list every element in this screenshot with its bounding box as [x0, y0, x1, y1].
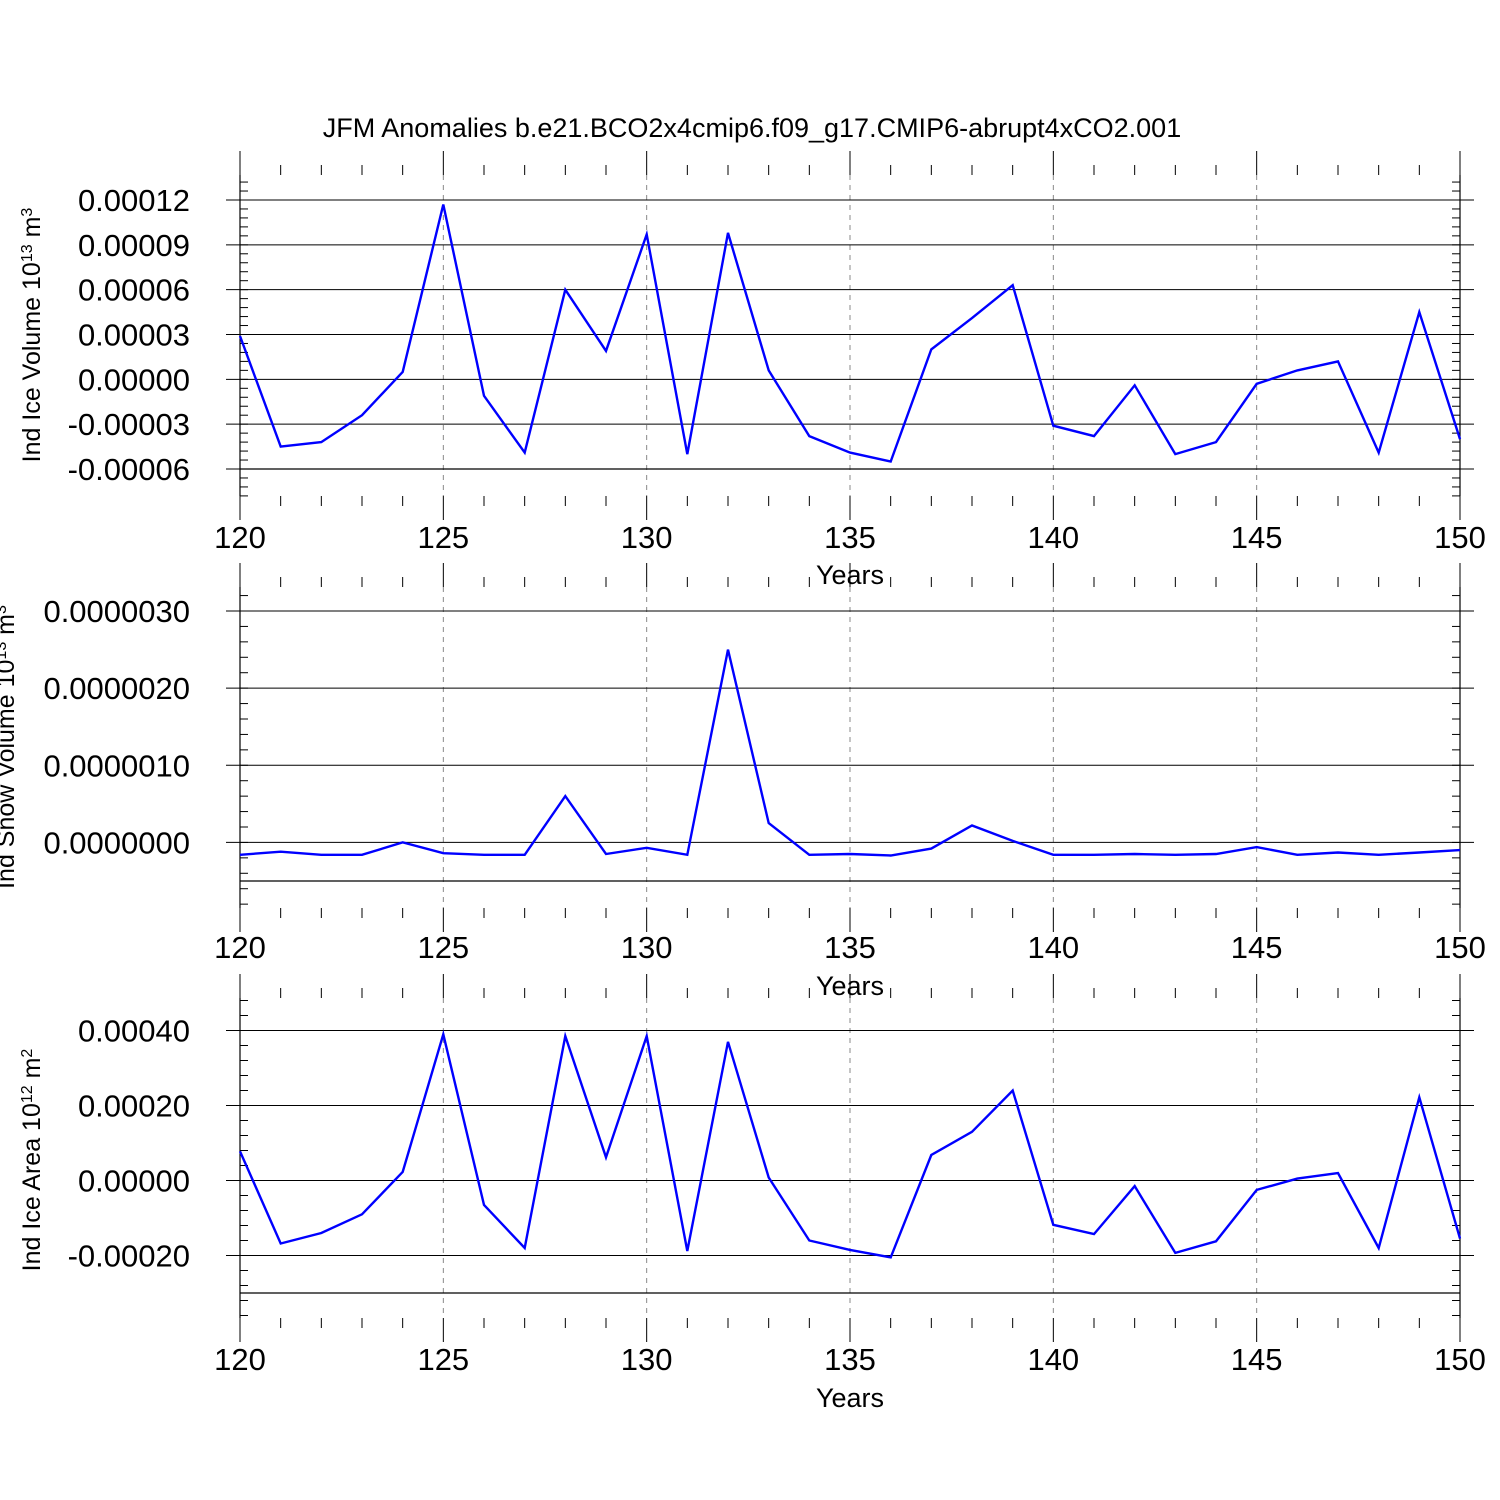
- y-tick-label: 0.00006: [78, 273, 190, 308]
- panel-2: 0.0000030 0.0000020 0.0000010 0.0000000 120 1…: [0, 563, 1486, 1001]
- y-axis-label-superscript: 3: [0, 605, 10, 614]
- x-tick-label: 140: [1027, 930, 1079, 965]
- x-axis-label: Years: [816, 1383, 884, 1413]
- x-tick-label: 125: [417, 1342, 469, 1377]
- series-line: [239, 649, 1461, 857]
- y-axis-label-text: Ind Snow Volume 10: [0, 660, 20, 889]
- panel-3: 0.00040 0.00020 0.00000 -0.00020 120 125 130 13…: [18, 974, 1486, 1413]
- x-tick-label: 140: [1027, 520, 1079, 555]
- x-tick-label: 135: [824, 520, 876, 555]
- y-tick-label: -0.00003: [68, 407, 190, 442]
- y-tick-label: 0.0000020: [43, 671, 190, 706]
- x-tick-label: 130: [621, 1342, 673, 1377]
- x-tick-label: 150: [1434, 1342, 1486, 1377]
- x-tick-label: 135: [824, 930, 876, 965]
- x-tick-label: 130: [621, 520, 673, 555]
- x-tick-label: 120: [214, 930, 266, 965]
- y-tick-label: 0.00009: [78, 228, 190, 263]
- y-tick-label: -0.00006: [68, 452, 190, 487]
- y-tick-label: 0.00020: [78, 1089, 190, 1124]
- y-tick-label: 0.00040: [78, 1014, 190, 1049]
- y-axis-label: Ind Snow Volume 1013 m3: [0, 605, 20, 889]
- y-axis-label-superscript: 13: [19, 244, 36, 262]
- x-tick-label: 120: [214, 520, 266, 555]
- x-tick-label: 145: [1231, 520, 1283, 555]
- y-axis-label-superscript: 12: [19, 1085, 36, 1103]
- y-tick-label: 0.00003: [78, 317, 190, 352]
- y-tick-label: 0.00000: [78, 1164, 190, 1199]
- y-axis-label-superscript: 13: [0, 642, 10, 660]
- series-line: [238, 1029, 1462, 1259]
- x-tick-label: 125: [417, 520, 469, 555]
- x-tick-label: 120: [214, 1342, 266, 1377]
- x-tick-label: 150: [1434, 520, 1486, 555]
- x-tick-label: 135: [824, 1342, 876, 1377]
- panel-1: 0.00012 0.00009 0.00006 0.00003 0.00000 -0.00…: [18, 151, 1486, 590]
- x-tick-label: 145: [1231, 1342, 1283, 1377]
- y-axis-label-text: Ind Ice Volume 10: [18, 262, 46, 462]
- y-tick-label: 0.00012: [78, 183, 190, 218]
- y-axis-label-text: Ind Ice Area 10: [18, 1103, 46, 1271]
- y-axis-label: Ind Ice Area 1012 m2: [18, 1049, 46, 1272]
- y-axis-label-text: m: [18, 217, 46, 245]
- figure-title: JFM Anomalies b.e21.BCO2x4cmip6.f09_g17.…: [323, 113, 1181, 143]
- y-tick-label: 0.0000000: [43, 825, 190, 860]
- y-tick-label: 0.00000: [78, 362, 190, 397]
- y-axis-label-text: m: [0, 614, 20, 642]
- y-tick-label: -0.00020: [68, 1239, 190, 1274]
- y-axis-label-superscript: 3: [19, 208, 36, 217]
- series-line: [238, 204, 1462, 463]
- x-tick-label: 145: [1231, 930, 1283, 965]
- y-axis-label-superscript: 2: [19, 1049, 36, 1058]
- x-tick-label: 130: [621, 930, 673, 965]
- x-tick-label: 140: [1027, 1342, 1079, 1377]
- y-axis-label: Ind Ice Volume 1013 m3: [18, 208, 46, 463]
- panels: 0.00012 0.00009 0.00006 0.00003 0.00000 -0.00…: [0, 151, 1486, 1413]
- x-tick-label: 150: [1434, 930, 1486, 965]
- y-axis-label-text: m: [18, 1058, 46, 1086]
- x-tick-label: 125: [417, 930, 469, 965]
- y-tick-label: 0.0000030: [43, 594, 190, 629]
- y-tick-label: 0.0000010: [43, 748, 190, 783]
